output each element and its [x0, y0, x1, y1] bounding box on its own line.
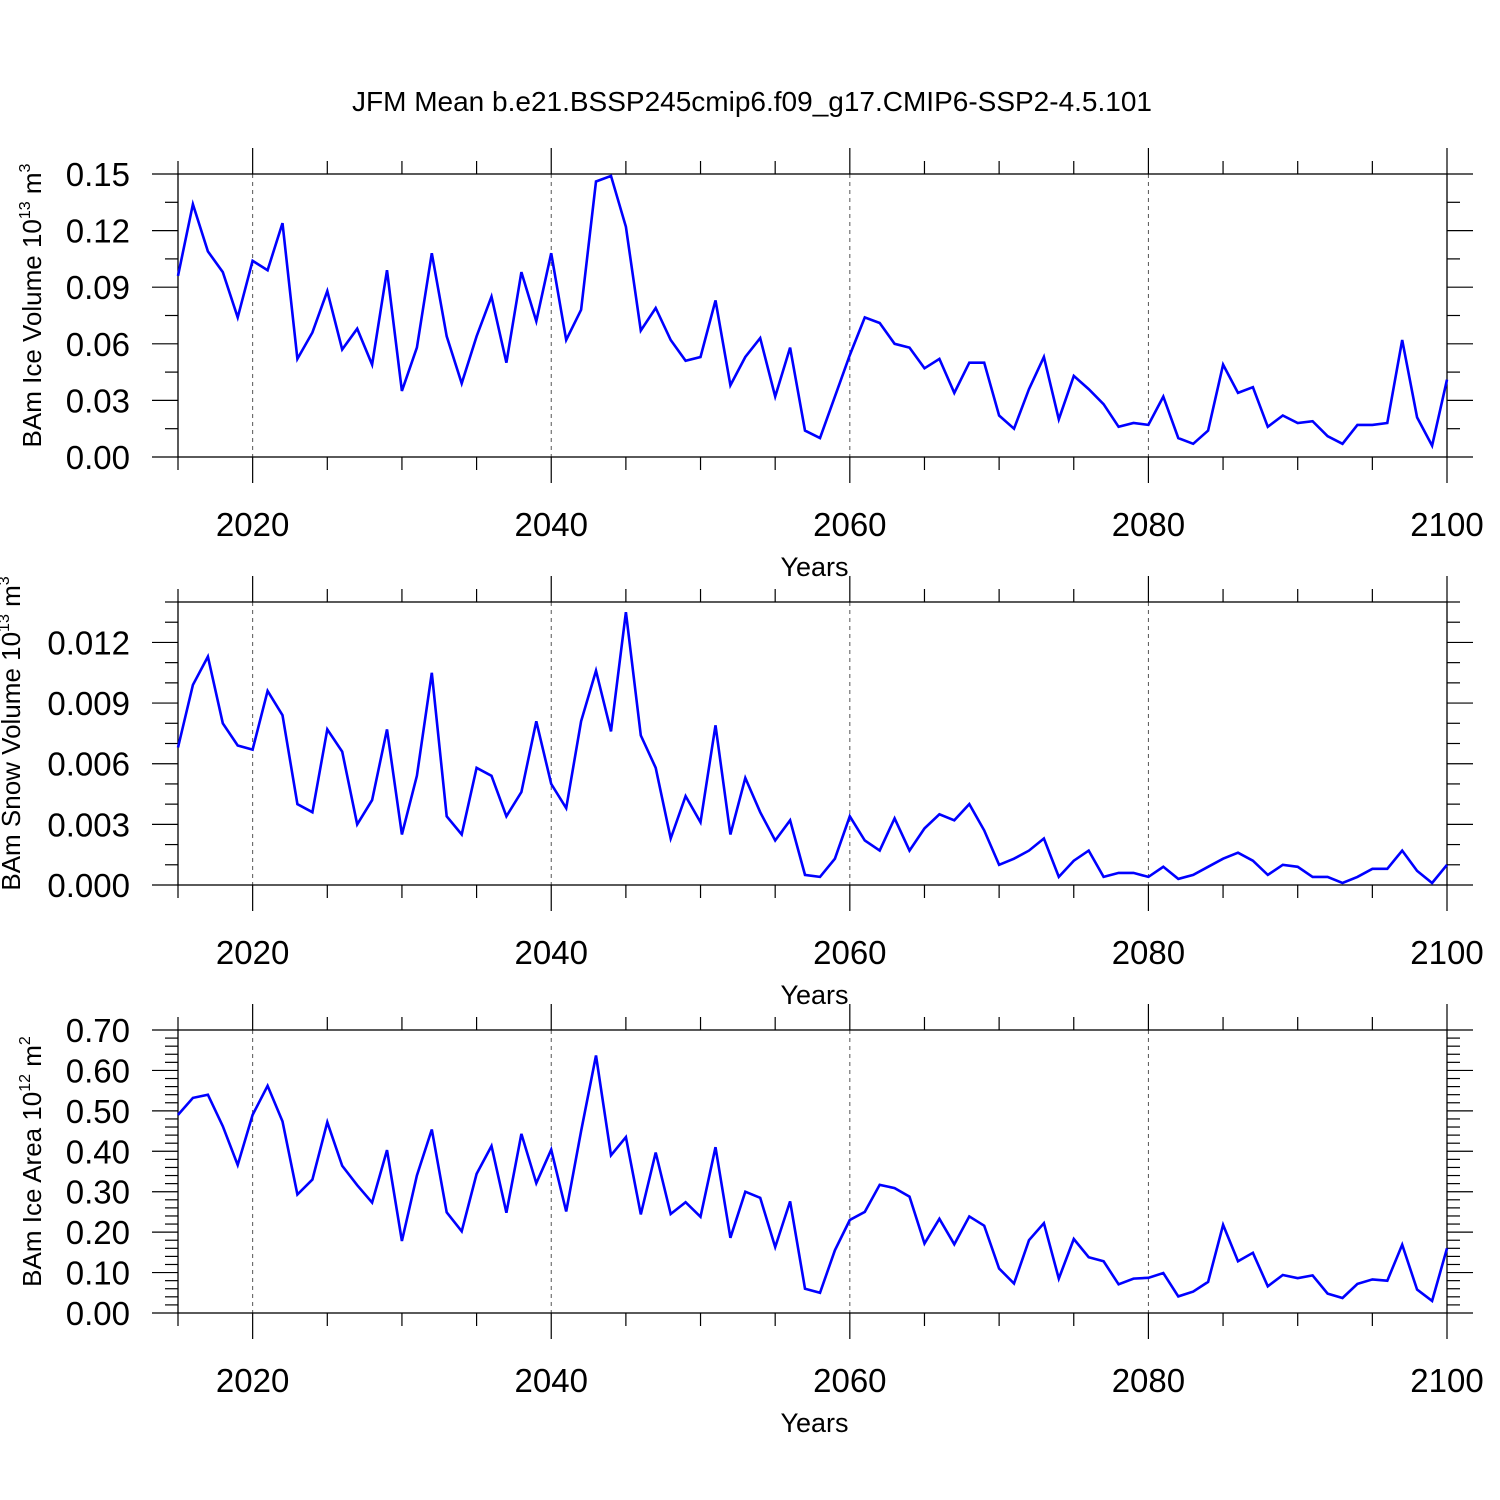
y-tick-label: 0.10 [66, 1255, 130, 1292]
y-tick-label: 0.12 [66, 213, 130, 250]
series-line [176, 174, 1449, 450]
series-line [177, 1055, 1449, 1304]
x-tick-label: 2040 [515, 934, 588, 971]
y-tick-label: 0.00 [66, 439, 130, 476]
x-tick-label: 2060 [813, 1362, 886, 1399]
y-tick-label: 0.50 [66, 1093, 130, 1130]
y-tick-label: 0.000 [47, 867, 130, 904]
plot-frame [177, 1029, 1448, 1314]
x-tick-label: 2040 [515, 506, 588, 543]
y-axis-label: BAm Ice Area 1012 m2 [17, 1036, 47, 1287]
x-axis-label: Years [780, 980, 848, 1010]
x-tick-label: 2080 [1112, 506, 1185, 543]
y-tick-label: 0.00 [66, 1295, 130, 1332]
x-axis-label: Years [780, 1408, 848, 1438]
chart-panel-2: 2020 2040 2060 2080 2100 Years 0.000 0.003 0.006… [0, 576, 1484, 1010]
x-axis-label: Years [780, 552, 848, 582]
y-tick-label: 0.40 [66, 1133, 130, 1170]
y-tick-label: 0.15 [66, 156, 130, 193]
y-tick-label: 0.009 [47, 685, 130, 722]
x-tick-label: 2080 [1112, 934, 1185, 971]
y-tick-label: 0.003 [47, 806, 130, 843]
y-tick-label: 0.09 [66, 269, 130, 306]
y-tick-label: 0.03 [66, 382, 130, 419]
x-tick-label: 2080 [1112, 1362, 1185, 1399]
chart-panel-1: 2020 2040 2060 2080 2100 Years 0.00 0.03 0.06 0.0… [17, 148, 1484, 582]
y-tick-label: 0.70 [66, 1012, 130, 1049]
x-tick-label: 2100 [1410, 1362, 1483, 1399]
x-tick-label: 2020 [216, 1362, 289, 1399]
y-tick-label: 0.60 [66, 1052, 130, 1089]
x-tick-label: 2100 [1410, 506, 1483, 543]
chart-panel-3: 2020 2040 2060 2080 2100 Years 0.000.10 0.200.3… [17, 1004, 1484, 1438]
x-tick-label: 2060 [813, 506, 886, 543]
x-tick-label: 2020 [216, 506, 289, 543]
x-tick-label: 2060 [813, 934, 886, 971]
y-tick-label: 0.06 [66, 326, 130, 363]
x-tick-label: 2040 [515, 1362, 588, 1399]
y-axis-label: BAm Snow Volume 1013 m3 [0, 576, 26, 890]
y-tick-label: 0.20 [66, 1214, 130, 1251]
chart-title: JFM Mean b.e21.BSSP245cmip6.f09_g17.CMIP… [352, 86, 1152, 117]
x-tick-label: 2020 [216, 934, 289, 971]
x-tick-label: 2100 [1410, 934, 1483, 971]
series-line [176, 611, 1449, 885]
y-tick-label: 0.012 [47, 624, 130, 661]
y-tick-label: 0.006 [47, 746, 130, 783]
y-axis-label: BAm Ice Volume 1013 m3 [17, 163, 47, 447]
y-tick-label: 0.30 [66, 1174, 130, 1211]
